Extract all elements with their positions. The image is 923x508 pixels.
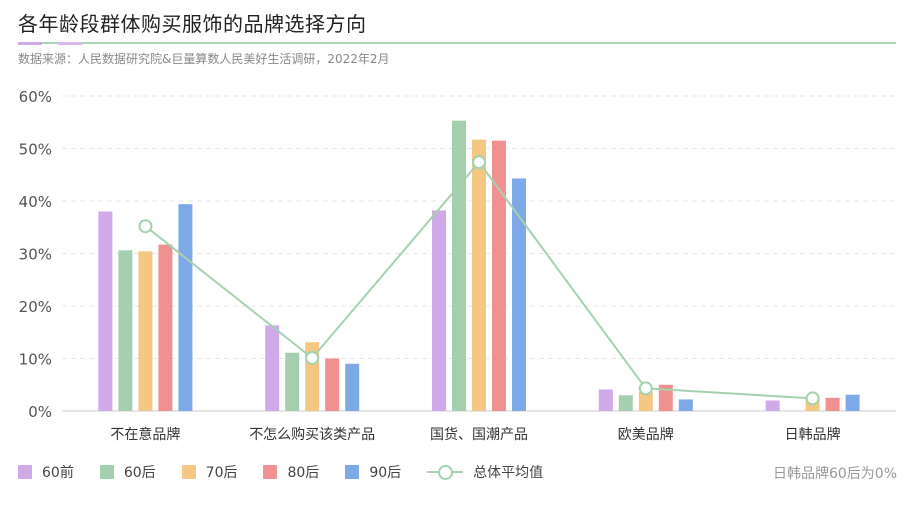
y-tick-label: 0% <box>28 403 52 421</box>
legend-item-60前[interactable]: 60前 <box>18 462 74 482</box>
legend-label: 90后 <box>369 465 402 481</box>
bar-60后-国货、国潮产品 <box>452 120 466 412</box>
bar-90后-欧美品牌 <box>678 399 693 411</box>
legend-swatch <box>18 465 32 479</box>
y-tick-label: 60% <box>19 88 52 106</box>
bar-60前-不怎么购买该类产品 <box>265 325 280 411</box>
y-tick-label: 20% <box>19 298 52 316</box>
legend-item-80后[interactable]: 80后 <box>263 462 319 482</box>
bar-70后-国货、国潮产品 <box>472 139 486 411</box>
title-accent-lilac <box>58 42 82 45</box>
bar-80后-不在意品牌 <box>158 244 173 411</box>
y-tick-label: 50% <box>19 141 52 159</box>
average-point-日韩品牌 <box>805 391 820 406</box>
legend-label: 60后 <box>123 465 156 481</box>
bar-90后-国货、国潮产品 <box>512 178 526 411</box>
chart-footnote: 日韩品牌60后为0% <box>772 466 897 482</box>
bar-60前-日韩品牌 <box>765 400 780 411</box>
chart-legend: 60前 60后 70后 80后 90后 总体平均值 <box>18 462 569 482</box>
average-point-不怎么购买该类产品 <box>305 350 320 365</box>
x-tick-label: 日韩品牌 <box>785 426 841 443</box>
y-tick-label: 10% <box>19 351 52 369</box>
legend-item-70后[interactable]: 70后 <box>181 462 238 482</box>
y-tick-label: 40% <box>19 193 52 211</box>
data-source-note: 数据来源：人民数据研究院&巨量算数人民美好生活调研，2022年2月 <box>18 52 390 66</box>
legend-item-average[interactable]: 总体平均值 <box>427 462 543 482</box>
x-tick-label: 国货、国潮产品 <box>430 426 528 443</box>
page-title: 各年龄段群体购买服饰的品牌选择方向 <box>18 12 367 36</box>
bar-70后-不在意品牌 <box>138 251 153 411</box>
title-accent-purple <box>18 42 42 45</box>
legend-swatch <box>181 465 196 479</box>
legend-swatch <box>345 465 360 479</box>
bar-60前-欧美品牌 <box>598 389 613 411</box>
bar-60前-国货、国潮产品 <box>432 210 446 411</box>
x-tick-label: 不怎么购买该类产品 <box>249 427 375 443</box>
average-point-不在意品牌 <box>138 219 153 234</box>
legend-line-marker-icon <box>427 464 464 480</box>
title-divider <box>18 42 896 44</box>
bar-70后-欧美品牌 <box>638 392 653 411</box>
bar-60后-不怎么购买该类产品 <box>285 352 300 411</box>
x-tick-label: 不在意品牌 <box>110 426 180 443</box>
legend-label: 70后 <box>205 465 238 481</box>
bar-80后-国货、国潮产品 <box>492 140 506 411</box>
legend-label: 总体平均值 <box>473 465 544 481</box>
bar-90后-不怎么购买该类产品 <box>345 363 360 411</box>
legend-label: 60前 <box>42 465 74 481</box>
bar-60后-欧美品牌 <box>618 395 633 411</box>
legend-swatch <box>263 465 278 479</box>
bar-60前-不在意品牌 <box>98 211 113 411</box>
bar-90后-不在意品牌 <box>178 204 193 411</box>
legend-item-60后[interactable]: 60后 <box>99 462 156 482</box>
average-point-欧美品牌 <box>638 381 653 396</box>
bar-80后-日韩品牌 <box>825 397 840 411</box>
legend-item-90后[interactable]: 90后 <box>345 462 401 482</box>
bar-90后-日韩品牌 <box>845 394 860 411</box>
legend-label: 80后 <box>287 465 320 481</box>
y-tick-label: 30% <box>19 246 52 264</box>
bar-60后-不在意品牌 <box>118 250 133 411</box>
average-point-国货、国潮产品 <box>472 155 486 170</box>
bar-80后-欧美品牌 <box>658 384 673 411</box>
bar-80后-不怎么购买该类产品 <box>325 358 340 411</box>
x-tick-label: 欧美品牌 <box>618 426 674 443</box>
legend-swatch <box>99 465 114 479</box>
